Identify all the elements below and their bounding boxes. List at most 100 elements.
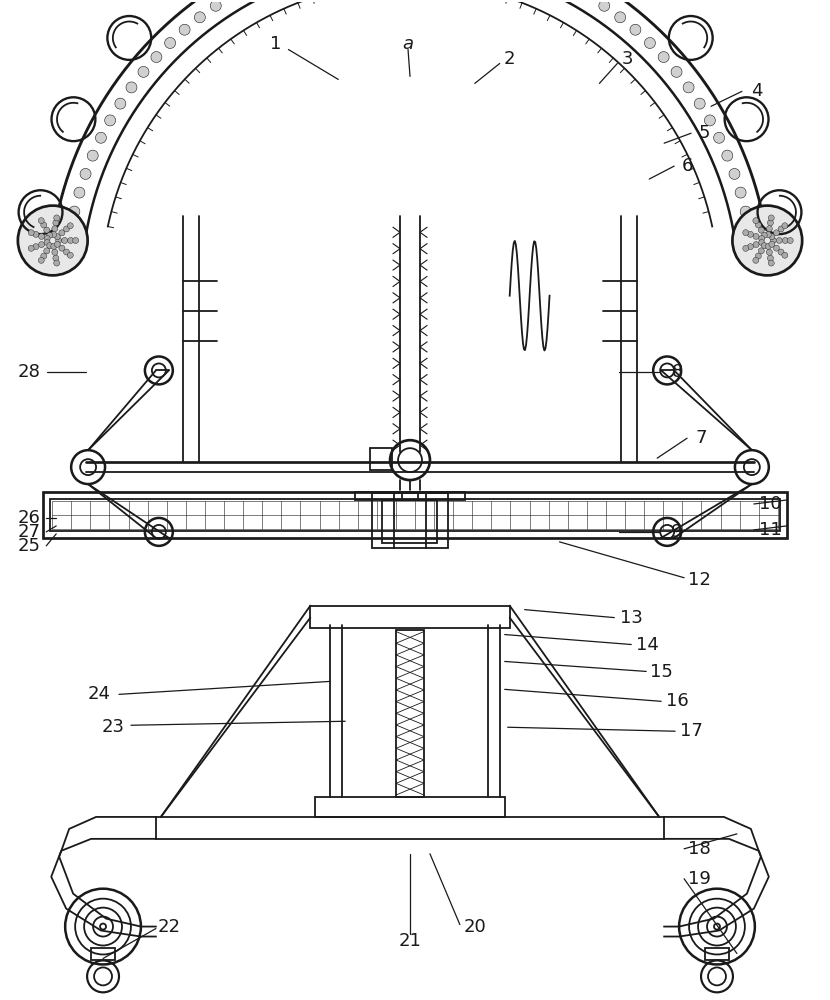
Text: 1: 1	[270, 35, 281, 53]
Text: 24: 24	[87, 685, 110, 703]
Circle shape	[38, 218, 44, 224]
Circle shape	[732, 206, 802, 275]
Circle shape	[54, 260, 60, 266]
Circle shape	[683, 82, 694, 93]
Circle shape	[755, 222, 761, 228]
Circle shape	[63, 249, 70, 255]
Text: 4: 4	[751, 82, 763, 100]
Circle shape	[765, 243, 771, 249]
Circle shape	[73, 238, 79, 243]
Circle shape	[28, 230, 34, 236]
Circle shape	[105, 115, 115, 126]
Circle shape	[729, 168, 740, 179]
Circle shape	[95, 132, 106, 143]
Circle shape	[769, 260, 774, 266]
Circle shape	[41, 222, 46, 228]
Text: 7: 7	[696, 429, 707, 447]
Circle shape	[44, 235, 50, 241]
Circle shape	[630, 24, 641, 35]
Circle shape	[54, 241, 61, 247]
Text: 8: 8	[671, 363, 683, 381]
Circle shape	[748, 244, 754, 250]
Circle shape	[753, 257, 759, 263]
Circle shape	[753, 242, 759, 248]
Text: 12: 12	[687, 571, 710, 589]
Bar	[382, 500, 437, 543]
Circle shape	[765, 232, 771, 238]
Circle shape	[774, 230, 779, 236]
Circle shape	[68, 238, 74, 243]
Circle shape	[51, 249, 58, 255]
Circle shape	[753, 233, 759, 239]
Text: 18: 18	[688, 840, 710, 858]
Text: 22: 22	[158, 918, 180, 936]
Circle shape	[769, 234, 775, 240]
Circle shape	[759, 235, 764, 241]
Circle shape	[782, 252, 788, 258]
Circle shape	[74, 187, 85, 198]
Circle shape	[735, 187, 746, 198]
Text: 16: 16	[666, 692, 689, 710]
Circle shape	[761, 232, 767, 238]
Circle shape	[51, 243, 56, 249]
Bar	[315, 797, 505, 817]
Text: 9: 9	[671, 523, 683, 541]
Circle shape	[69, 206, 80, 217]
Text: 3: 3	[622, 50, 633, 68]
Text: 26: 26	[18, 509, 41, 527]
Text: 15: 15	[650, 663, 672, 681]
Circle shape	[46, 243, 53, 249]
Circle shape	[54, 215, 60, 221]
Circle shape	[56, 238, 61, 243]
Circle shape	[768, 255, 774, 261]
Circle shape	[722, 150, 733, 161]
Text: a: a	[403, 35, 413, 53]
Text: 28: 28	[18, 363, 41, 381]
Circle shape	[658, 52, 669, 63]
Circle shape	[776, 238, 782, 243]
Circle shape	[33, 244, 39, 250]
Circle shape	[671, 66, 682, 77]
Bar	[51, 499, 779, 531]
Circle shape	[778, 249, 784, 255]
Circle shape	[759, 227, 764, 233]
Circle shape	[18, 206, 88, 275]
Bar	[310, 606, 510, 628]
Bar	[91, 948, 115, 960]
Circle shape	[766, 226, 773, 232]
Circle shape	[761, 243, 767, 249]
Bar	[372, 493, 448, 548]
Circle shape	[743, 230, 749, 236]
Circle shape	[787, 238, 793, 243]
Circle shape	[748, 231, 754, 237]
Circle shape	[598, 0, 610, 11]
Circle shape	[61, 238, 68, 243]
Bar	[43, 492, 787, 538]
Circle shape	[774, 245, 779, 251]
Circle shape	[115, 98, 126, 109]
Circle shape	[44, 248, 50, 254]
Circle shape	[151, 52, 162, 63]
Circle shape	[51, 226, 58, 232]
Circle shape	[615, 12, 626, 23]
Circle shape	[705, 115, 715, 126]
Circle shape	[138, 66, 149, 77]
Text: 25: 25	[17, 537, 41, 555]
Circle shape	[694, 98, 706, 109]
Circle shape	[759, 248, 764, 254]
Circle shape	[44, 227, 50, 233]
Circle shape	[644, 38, 656, 48]
Circle shape	[38, 242, 45, 248]
Circle shape	[28, 245, 34, 251]
Text: 10: 10	[759, 495, 782, 513]
Text: 19: 19	[687, 870, 710, 888]
Circle shape	[164, 38, 176, 48]
Bar	[355, 492, 465, 500]
Circle shape	[65, 225, 76, 236]
Text: 21: 21	[398, 932, 422, 950]
Circle shape	[46, 232, 53, 238]
Circle shape	[38, 257, 44, 263]
Bar	[705, 948, 729, 960]
Circle shape	[194, 12, 205, 23]
Bar	[370, 448, 392, 470]
